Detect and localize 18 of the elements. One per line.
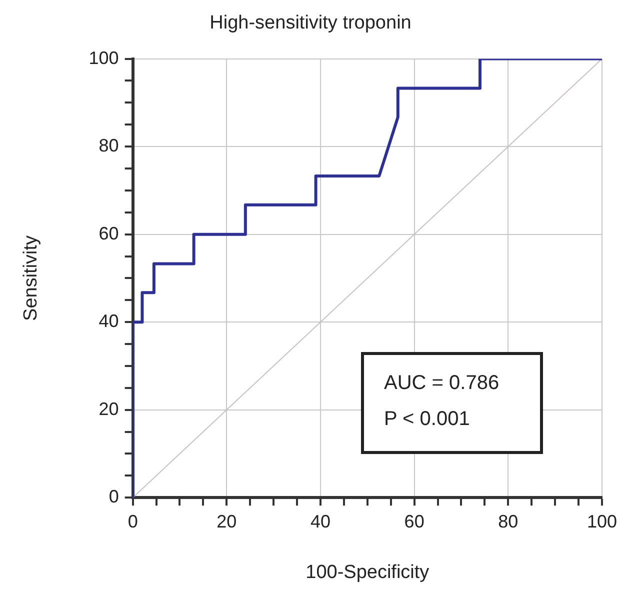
y-tick-label: 100 — [88, 48, 119, 68]
annotation: P < 0.001 — [384, 407, 471, 432]
x-tick-label: 40 — [310, 511, 331, 532]
y-tick-label: 60 — [98, 223, 119, 244]
x-tick-label: 100 — [586, 511, 618, 532]
x-tick-label: 0 — [128, 511, 138, 532]
y-tick-label: 20 — [98, 398, 119, 419]
y-tick-label: 40 — [98, 311, 119, 332]
y-tick-label: 0 — [108, 486, 119, 507]
x-tick-label: 80 — [498, 511, 518, 532]
text-box: AUC = 0.786 P < 0.001 — [361, 352, 543, 454]
y-axis-title: Sensitivity — [20, 234, 42, 321]
x-tick-label: 20 — [216, 511, 237, 532]
y-tick-label: 80 — [98, 136, 119, 156]
x-tick-label: 60 — [404, 511, 424, 532]
annotation: AUC = 0.786 — [384, 371, 500, 396]
chart-title: High-sensitivity troponin — [210, 12, 412, 34]
x-axis-title: 100-Specificity — [306, 562, 430, 583]
